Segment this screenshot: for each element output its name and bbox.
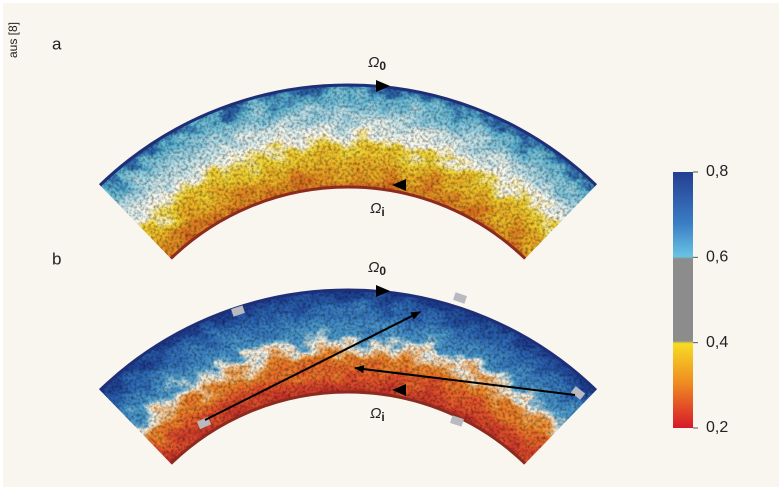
omega-symbol: Ω	[368, 54, 379, 71]
source-note: aus [8]	[6, 22, 20, 58]
omega-subscript: i	[381, 410, 384, 424]
colorbar-tick-label: 0,8	[706, 163, 728, 180]
omega-symbol: Ω	[370, 200, 381, 217]
background	[3, 3, 779, 487]
omega-subscript: 0	[379, 59, 386, 73]
colorbar-tick-label: 0,6	[706, 249, 728, 266]
colorbar-tick-label: 0,2	[706, 419, 728, 436]
omega-symbol: Ω	[370, 405, 381, 422]
omega-subscript: 0	[379, 264, 386, 278]
panel-label: b	[52, 249, 61, 268]
colorbar-tick-label: 0,4	[706, 334, 728, 351]
panel-label: a	[52, 34, 62, 53]
omega-subscript: i	[381, 205, 384, 219]
omega-symbol: Ω	[368, 259, 379, 276]
colorbar	[673, 172, 693, 428]
figure: aus [8] aΩ0ΩibΩ0Ωi 0,80,60,40,2	[0, 0, 782, 490]
